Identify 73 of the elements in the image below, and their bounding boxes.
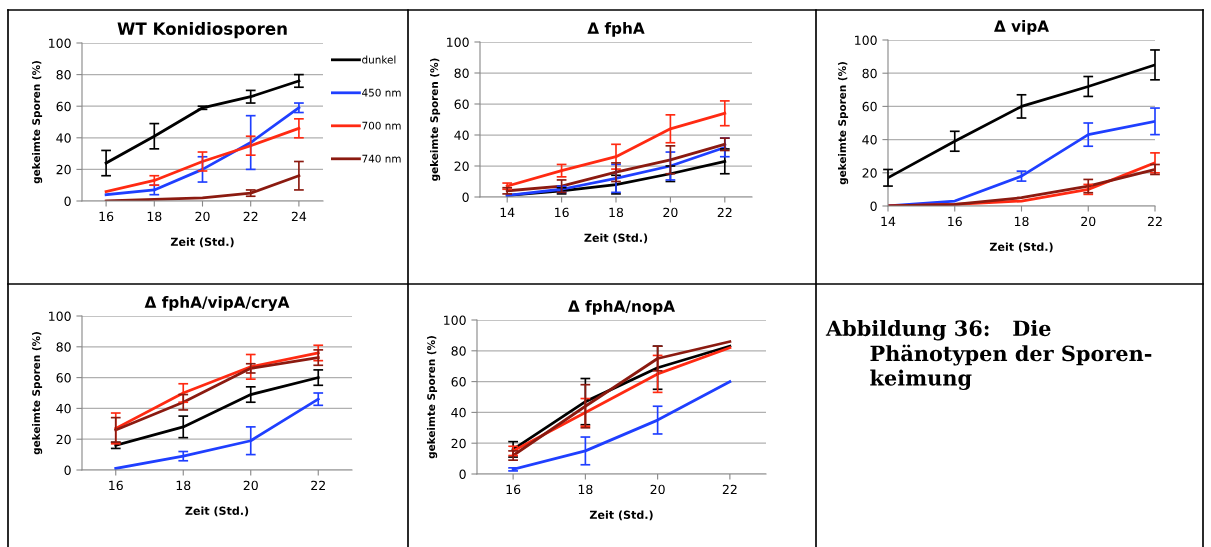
x-tick-label: 22	[722, 484, 737, 494]
y-tick-label: 40	[56, 403, 71, 414]
x-axis-title: Zeit (Std.)	[589, 510, 653, 521]
x-tick-label: 16	[948, 216, 962, 227]
y-tick-label: 40	[454, 130, 469, 140]
y-tick-label: 0	[64, 465, 71, 475]
x-tick-label: 18	[578, 484, 593, 495]
y-axis-title: gekeimte Sporen (%)	[430, 58, 441, 181]
y-tick-label: 60	[56, 373, 71, 383]
x-tick-label: 22	[717, 207, 732, 217]
x-tick-label: 20	[663, 207, 678, 218]
legend-label: 450 nm	[362, 88, 401, 97]
y-tick-label: 40	[451, 407, 466, 418]
chart-title: Δ fphA	[587, 22, 645, 37]
x-tick-label: 20	[1081, 216, 1096, 227]
text: Abbildung 36: Die Phänotypen der Sporen- keimung	[825, 320, 1152, 391]
x-tick-label: 16	[555, 207, 569, 218]
x-tick-label: 16	[109, 480, 123, 491]
x-axis-title: Zeit (Std.)	[584, 233, 648, 244]
x-tick-label: 24	[291, 211, 307, 221]
x-tick-label: 18	[147, 211, 162, 222]
y-tick-label: 60	[454, 99, 469, 109]
y-axis-title: gekeimte Sporen (%)	[32, 61, 43, 184]
x-tick-label: 14	[500, 207, 515, 217]
y-tick-label: 0	[459, 469, 466, 479]
y-tick-label: 80	[451, 346, 466, 356]
x-tick-label: 18	[609, 207, 624, 218]
y-tick-label: 100	[49, 311, 71, 321]
y-tick-label: 100	[855, 35, 877, 45]
y-tick-label: 0	[64, 196, 71, 206]
y-tick-label: 100	[444, 315, 466, 325]
y-tick-label: 40	[56, 133, 71, 143]
y-tick-label: 80	[56, 70, 71, 80]
y-tick-label: 0	[462, 192, 469, 202]
x-axis-title: Zeit (Std.)	[170, 237, 234, 248]
x-tick-label: 22	[311, 480, 325, 490]
legend-label: 740 nm	[362, 154, 401, 163]
x-tick-label: 22	[1147, 216, 1162, 226]
legend-label: dunkel	[362, 55, 396, 64]
x-tick-label: 20	[650, 484, 665, 495]
chart-title: Δ fphA/nopA	[568, 300, 675, 315]
x-tick-label: 18	[176, 480, 191, 491]
y-axis-title: gekeimte Sporen (%)	[838, 62, 849, 185]
y-tick-label: 60	[451, 377, 466, 387]
y-tick-label: 100	[49, 38, 71, 48]
y-tick-label: 0	[870, 201, 877, 211]
y-tick-label: 20	[454, 161, 469, 171]
x-tick-label: 16	[506, 484, 521, 495]
x-tick-label: 20	[243, 480, 258, 491]
x-tick-label: 18	[1014, 216, 1029, 227]
y-tick-label: 80	[56, 342, 71, 352]
y-tick-label: 20	[451, 438, 466, 449]
chart-title: Δ fphA/vipA/cryA	[144, 296, 290, 311]
y-axis-title: gekeimte Sporen (%)	[32, 332, 43, 455]
y-tick-label: 20	[862, 168, 877, 178]
x-axis-title: Zeit (Std.)	[185, 506, 249, 517]
y-axis-title: gekeimte Sporen (%)	[427, 336, 438, 459]
x-axis-title: Zeit (Std.)	[989, 242, 1053, 253]
y-tick-label: 60	[56, 101, 71, 112]
x-tick-label: 16	[99, 211, 114, 222]
x-tick-label: 22	[243, 211, 258, 221]
x-tick-label: 20	[195, 211, 210, 222]
chart-title: WT Konidiosporen	[117, 22, 287, 39]
legend-label: 700 nm	[362, 121, 401, 130]
y-tick-label: 20	[56, 164, 71, 175]
y-tick-label: 20	[56, 434, 71, 445]
y-tick-label: 100	[447, 37, 469, 47]
x-tick-label: 14	[881, 216, 896, 226]
y-tick-label: 80	[862, 68, 877, 79]
y-tick-label: 60	[862, 101, 877, 112]
y-tick-label: 80	[454, 68, 469, 78]
y-tick-label: 40	[862, 135, 877, 145]
chart-title: Δ vipA	[994, 20, 1049, 35]
